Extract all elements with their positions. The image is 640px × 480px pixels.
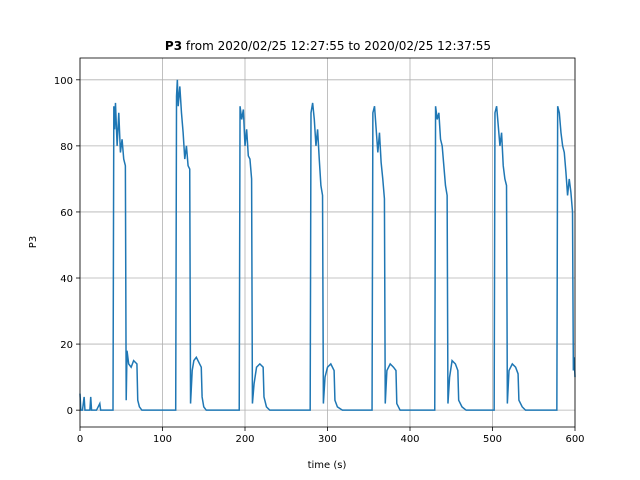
- y-tick-label: 20: [60, 340, 73, 351]
- y-tick-label: 60: [60, 208, 73, 219]
- data-line: [79, 79, 576, 411]
- x-tick-label: 600: [565, 434, 584, 445]
- y-tick-label: 40: [60, 274, 73, 285]
- y-tick-label: 0: [67, 406, 73, 417]
- x-tick-label: 500: [483, 434, 502, 445]
- y-tick-label: 80: [60, 142, 73, 153]
- x-tick-label: 400: [400, 434, 419, 445]
- x-tick-label: 300: [318, 434, 337, 445]
- x-tick-label: 0: [77, 434, 83, 445]
- x-axis-label: time (s): [308, 460, 347, 471]
- plot-frame: [79, 57, 576, 428]
- y-tick-label: 100: [54, 76, 73, 87]
- chart-title: P3 from 2020/02/25 12:27:55 to 2020/02/2…: [165, 39, 491, 53]
- x-tick-label: 200: [235, 434, 254, 445]
- title-bold: P3: [165, 39, 182, 53]
- title-text: from 2020/02/25 12:27:55 to 2020/02/25 1…: [186, 39, 491, 53]
- y-axis-label: P3: [28, 236, 39, 248]
- x-tick-label: 100: [153, 434, 172, 445]
